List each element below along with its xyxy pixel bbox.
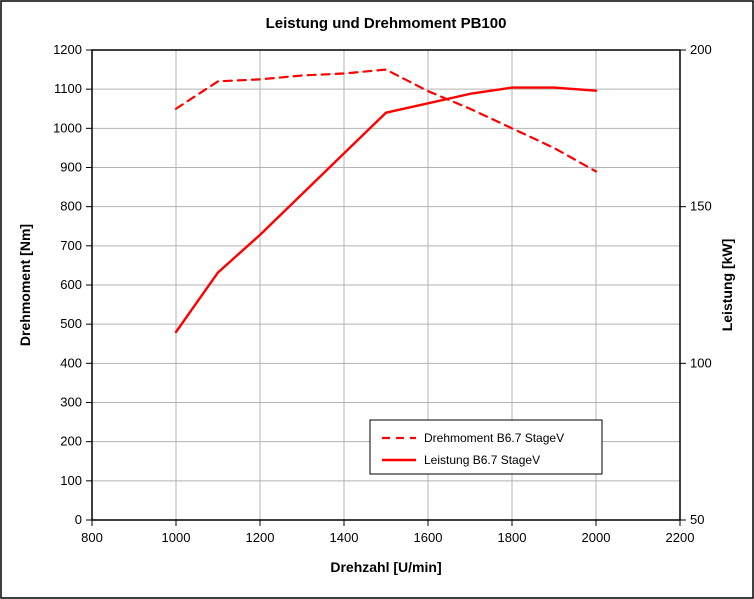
chart: Leistung und Drehmoment PB10080010001200… bbox=[0, 0, 754, 599]
y-left-tick-label: 400 bbox=[60, 355, 82, 370]
chart-title: Leistung und Drehmoment PB100 bbox=[266, 15, 507, 32]
y-left-tick-label: 800 bbox=[60, 199, 82, 214]
y-left-tick-label: 1100 bbox=[54, 81, 82, 96]
y-left-tick-label: 1200 bbox=[53, 42, 82, 57]
legend-label-0: Drehmoment B6.7 StageV bbox=[424, 431, 564, 445]
x-tick-label: 1600 bbox=[414, 530, 443, 545]
x-tick-label: 1800 bbox=[498, 530, 527, 545]
y-left-tick-label: 1000 bbox=[53, 120, 82, 135]
y-left-tick-label: 900 bbox=[60, 160, 82, 175]
x-tick-label: 800 bbox=[81, 530, 103, 545]
y-left-tick-label: 700 bbox=[60, 238, 82, 253]
y-right-tick-label: 50 bbox=[690, 512, 704, 527]
legend-label-1: Leistung B6.7 StageV bbox=[424, 453, 540, 467]
y-right-tick-label: 200 bbox=[690, 42, 712, 57]
x-axis-label: Drehzahl [U/min] bbox=[330, 559, 441, 575]
y-left-tick-label: 0 bbox=[75, 512, 82, 527]
x-tick-label: 2200 bbox=[666, 530, 695, 545]
y-left-tick-label: 100 bbox=[60, 473, 82, 488]
y-left-tick-label: 500 bbox=[60, 316, 82, 331]
y-left-tick-label: 300 bbox=[60, 395, 82, 410]
y-left-axis-label: Drehmoment [Nm] bbox=[17, 224, 33, 346]
x-tick-label: 1200 bbox=[246, 530, 275, 545]
y-right-tick-label: 100 bbox=[690, 355, 712, 370]
x-tick-label: 1400 bbox=[330, 530, 359, 545]
y-left-tick-label: 200 bbox=[60, 434, 82, 449]
x-tick-label: 2000 bbox=[582, 530, 611, 545]
y-left-tick-label: 600 bbox=[60, 277, 82, 292]
y-right-axis-label: Leistung [kW] bbox=[719, 239, 735, 332]
x-tick-label: 1000 bbox=[162, 530, 191, 545]
y-right-tick-label: 150 bbox=[690, 199, 712, 214]
